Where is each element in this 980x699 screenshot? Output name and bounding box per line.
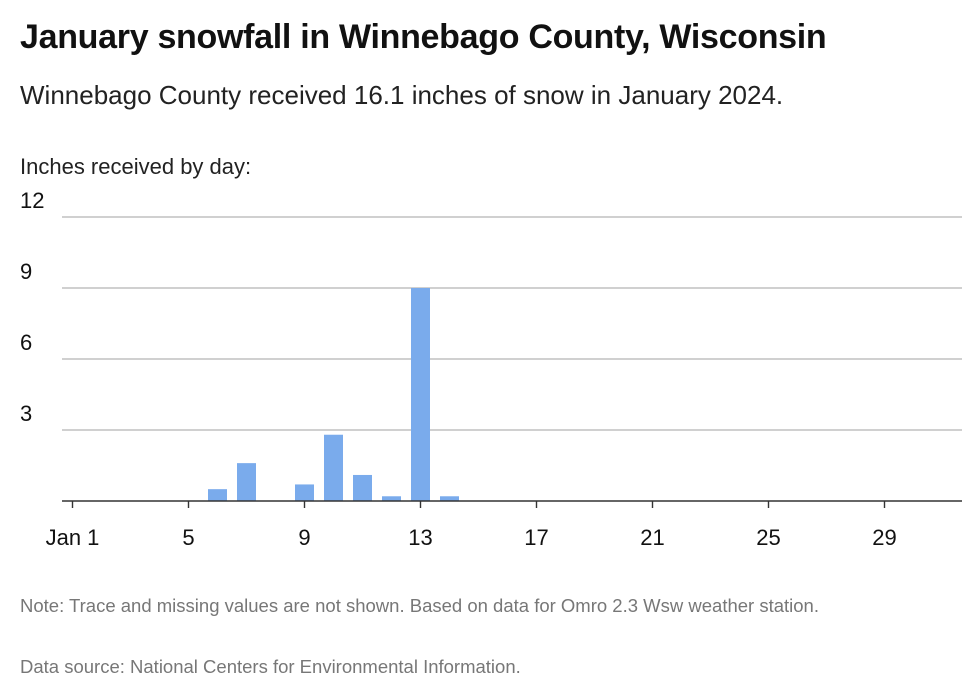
x-tick-label: 9	[298, 525, 310, 550]
x-tick-label: 5	[182, 525, 194, 550]
y-tick-label: 12	[20, 188, 44, 213]
y-tick-label: 3	[20, 401, 32, 426]
x-tick-label: 29	[872, 525, 896, 550]
x-tick-label: 17	[524, 525, 548, 550]
bar-jan-13	[411, 288, 430, 501]
chart-subtitle: Winnebago County received 16.1 inches of…	[20, 80, 784, 110]
bar-jan-12	[382, 496, 401, 501]
y-axis-title: Inches received by day:	[20, 154, 252, 179]
bar-jan-14	[440, 496, 459, 501]
gridlines	[62, 216, 962, 431]
x-tick-label: Jan 1	[46, 525, 100, 550]
bar-jan-10	[324, 434, 343, 501]
x-tick-label: 13	[408, 525, 432, 550]
y-tick-label: 6	[20, 330, 32, 355]
x-tick-label: 25	[756, 525, 780, 550]
bars	[208, 288, 459, 501]
x-tick-label: 21	[640, 525, 664, 550]
bar-jan-11	[353, 474, 372, 501]
bar-jan-9	[295, 484, 314, 501]
snowfall-bar-chart: 3 6 9 12 Jan 1 5 9 13 17 21 25 29	[20, 188, 962, 550]
bar-jan-7	[237, 463, 256, 501]
tick-labels: 3 6 9 12 Jan 1 5 9 13 17 21 25 29	[20, 188, 897, 550]
chart-note: Note: Trace and missing values are not s…	[20, 595, 819, 616]
bar-jan-6	[208, 489, 227, 501]
chart-title: January snowfall in Winnebago County, Wi…	[20, 18, 827, 56]
y-tick-label: 9	[20, 259, 32, 284]
data-source: Data source: National Centers for Enviro…	[20, 656, 521, 677]
x-axis	[62, 500, 962, 508]
